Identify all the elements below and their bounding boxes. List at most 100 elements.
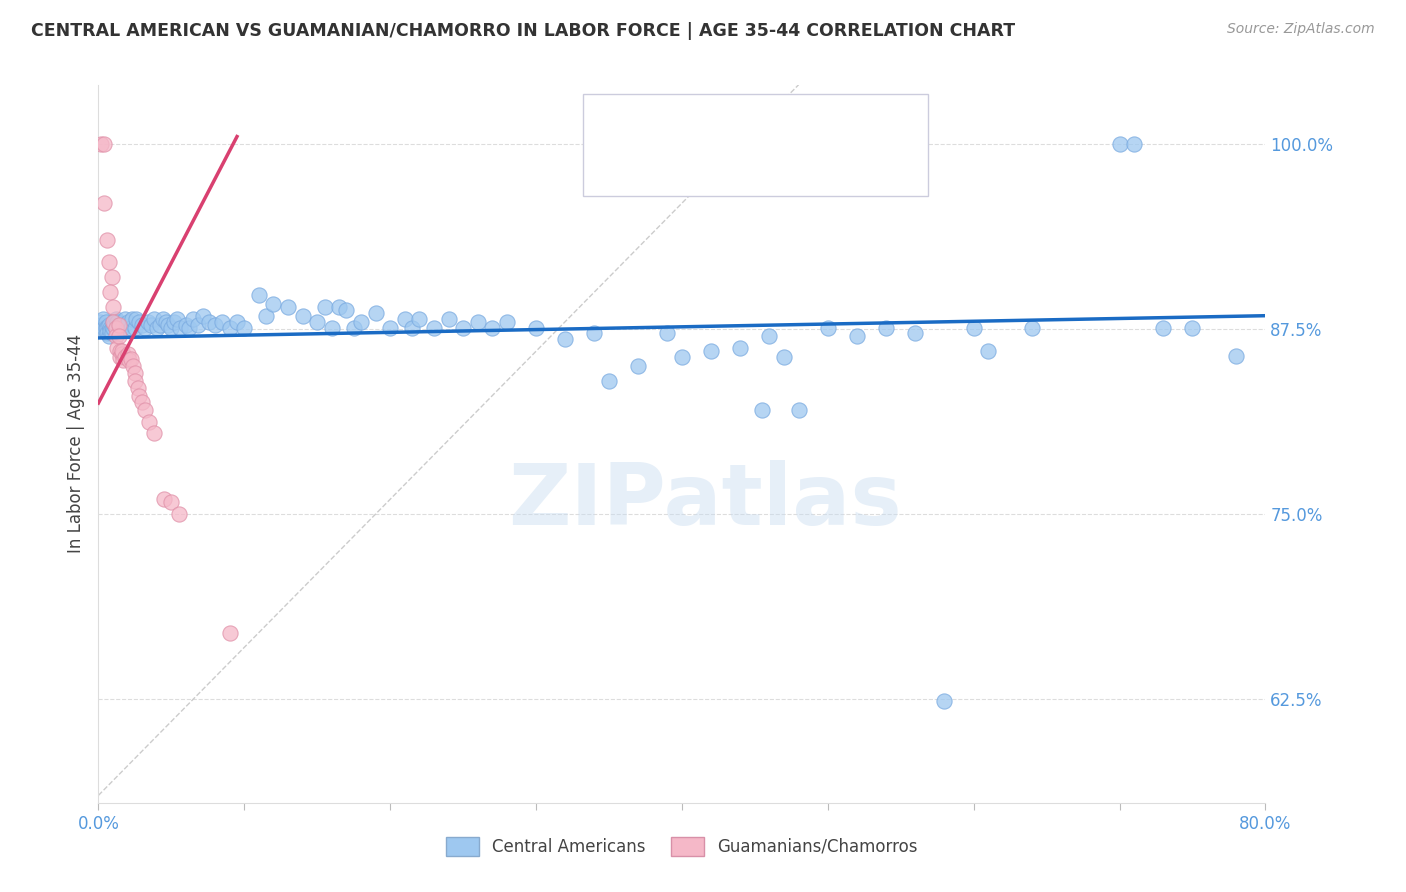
- Point: [118, 353, 141, 368]
- Point: [134, 320, 156, 334]
- Point: [364, 306, 387, 320]
- Point: [101, 315, 124, 329]
- Point: [136, 315, 159, 329]
- Point: [1108, 136, 1130, 151]
- Point: [142, 425, 165, 440]
- Point: [169, 320, 191, 334]
- Point: [93, 320, 115, 334]
- Point: [934, 693, 956, 707]
- Point: [583, 326, 606, 341]
- Point: [481, 320, 503, 334]
- Point: [122, 359, 145, 373]
- Point: [111, 320, 134, 334]
- Point: [177, 320, 200, 334]
- Point: [104, 320, 127, 334]
- Point: [977, 344, 1000, 359]
- Point: [962, 320, 984, 334]
- Point: [198, 315, 221, 329]
- Point: [423, 320, 446, 334]
- Point: [343, 320, 366, 334]
- Legend: Central Americans, Guamanians/Chamorros: Central Americans, Guamanians/Chamorros: [439, 830, 925, 863]
- Point: [254, 309, 277, 323]
- Point: [328, 300, 350, 314]
- Point: [94, 320, 117, 334]
- Point: [98, 285, 121, 299]
- Point: [335, 302, 357, 317]
- Text: Source: ZipAtlas.com: Source: ZipAtlas.com: [1227, 22, 1375, 37]
- Text: CENTRAL AMERICAN VS GUAMANIAN/CHAMORRO IN LABOR FORCE | AGE 35-44 CORRELATION CH: CENTRAL AMERICAN VS GUAMANIAN/CHAMORRO I…: [31, 22, 1015, 40]
- Point: [1181, 320, 1204, 334]
- Point: [187, 318, 209, 332]
- Point: [598, 374, 620, 388]
- Point: [247, 288, 270, 302]
- Point: [1225, 349, 1247, 363]
- Point: [105, 341, 128, 355]
- Point: [131, 318, 153, 332]
- Point: [157, 318, 180, 332]
- Point: [155, 315, 177, 329]
- Point: [291, 309, 314, 323]
- Point: [174, 318, 197, 332]
- Point: [101, 320, 124, 334]
- Point: [1123, 136, 1146, 151]
- Point: [134, 403, 156, 417]
- Point: [128, 389, 150, 403]
- Point: [125, 311, 148, 326]
- Point: [181, 311, 204, 326]
- Point: [758, 329, 780, 343]
- Bar: [598, 101, 631, 140]
- Point: [160, 495, 183, 509]
- Point: [700, 344, 723, 359]
- Point: [496, 315, 519, 329]
- Point: [142, 311, 165, 326]
- Point: [117, 315, 139, 329]
- Point: [100, 326, 122, 341]
- Point: [121, 311, 143, 326]
- Y-axis label: In Labor Force | Age 35-44: In Labor Force | Age 35-44: [66, 334, 84, 553]
- Bar: [598, 149, 631, 188]
- Point: [554, 332, 576, 346]
- Point: [96, 320, 118, 334]
- Point: [380, 320, 402, 334]
- Point: [101, 315, 124, 329]
- Point: [233, 320, 256, 334]
- Point: [110, 344, 132, 359]
- Point: [91, 322, 114, 336]
- Point: [96, 326, 118, 341]
- Point: [149, 318, 172, 332]
- Point: [110, 350, 132, 364]
- Text: R = 0.102: R = 0.102: [645, 111, 752, 130]
- Point: [90, 136, 112, 151]
- Point: [131, 394, 153, 409]
- Point: [218, 625, 240, 640]
- Point: [124, 320, 146, 334]
- Point: [124, 374, 146, 388]
- Point: [152, 311, 174, 326]
- Point: [451, 320, 474, 334]
- Point: [226, 315, 249, 329]
- Point: [97, 329, 120, 343]
- Point: [97, 318, 120, 332]
- Point: [112, 353, 135, 368]
- Point: [657, 326, 679, 341]
- Point: [153, 492, 176, 507]
- Point: [112, 318, 135, 332]
- Point: [1021, 320, 1043, 334]
- Point: [105, 315, 128, 329]
- Point: [817, 320, 839, 334]
- Point: [98, 320, 121, 334]
- Point: [110, 318, 132, 332]
- Point: [401, 320, 423, 334]
- Point: [350, 315, 373, 329]
- Point: [146, 320, 169, 334]
- Point: [321, 320, 343, 334]
- Point: [89, 315, 111, 329]
- Point: [104, 329, 127, 343]
- Point: [120, 351, 142, 366]
- Point: [120, 320, 142, 334]
- Point: [524, 320, 547, 334]
- Point: [127, 381, 149, 395]
- Point: [111, 344, 134, 359]
- Point: [314, 300, 336, 314]
- Point: [108, 329, 131, 343]
